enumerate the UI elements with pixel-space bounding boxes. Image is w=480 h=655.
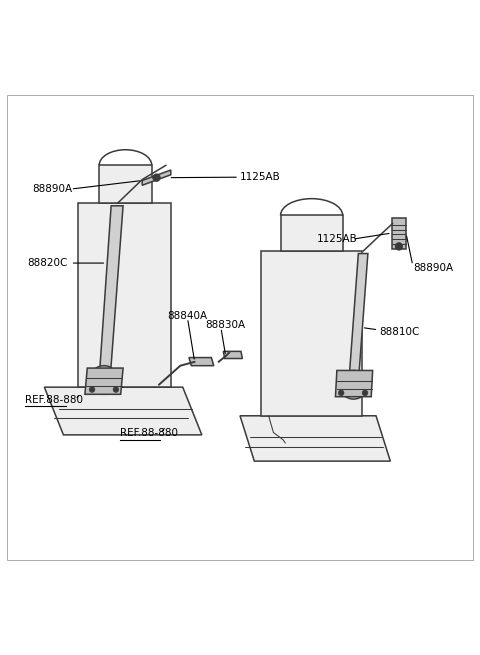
Polygon shape	[85, 368, 123, 394]
Circle shape	[153, 174, 160, 181]
Circle shape	[395, 242, 403, 250]
Circle shape	[339, 371, 368, 399]
Circle shape	[362, 390, 368, 396]
Text: 88820C: 88820C	[28, 258, 68, 268]
Polygon shape	[78, 204, 171, 387]
Polygon shape	[281, 215, 343, 251]
Polygon shape	[392, 217, 406, 249]
Circle shape	[90, 365, 118, 394]
Polygon shape	[223, 351, 242, 358]
Polygon shape	[99, 165, 152, 204]
Text: REF.88-880: REF.88-880	[25, 395, 83, 405]
Circle shape	[89, 386, 95, 392]
Text: 1125AB: 1125AB	[240, 172, 281, 182]
Polygon shape	[262, 251, 362, 416]
Circle shape	[97, 373, 111, 387]
Polygon shape	[142, 170, 171, 185]
Circle shape	[338, 390, 344, 396]
Circle shape	[113, 386, 119, 392]
Polygon shape	[240, 416, 390, 461]
Polygon shape	[99, 206, 123, 378]
Text: 88810C: 88810C	[379, 328, 420, 337]
Text: 88830A: 88830A	[205, 320, 246, 330]
Text: 1125AB: 1125AB	[316, 234, 357, 244]
Polygon shape	[44, 387, 202, 435]
Text: REF.88-880: REF.88-880	[120, 428, 178, 438]
Circle shape	[347, 378, 361, 392]
Polygon shape	[336, 371, 372, 397]
Polygon shape	[349, 253, 368, 383]
Text: 88890A: 88890A	[33, 184, 72, 194]
Polygon shape	[189, 358, 214, 365]
Text: 88840A: 88840A	[168, 310, 207, 320]
Text: 88890A: 88890A	[413, 263, 453, 273]
